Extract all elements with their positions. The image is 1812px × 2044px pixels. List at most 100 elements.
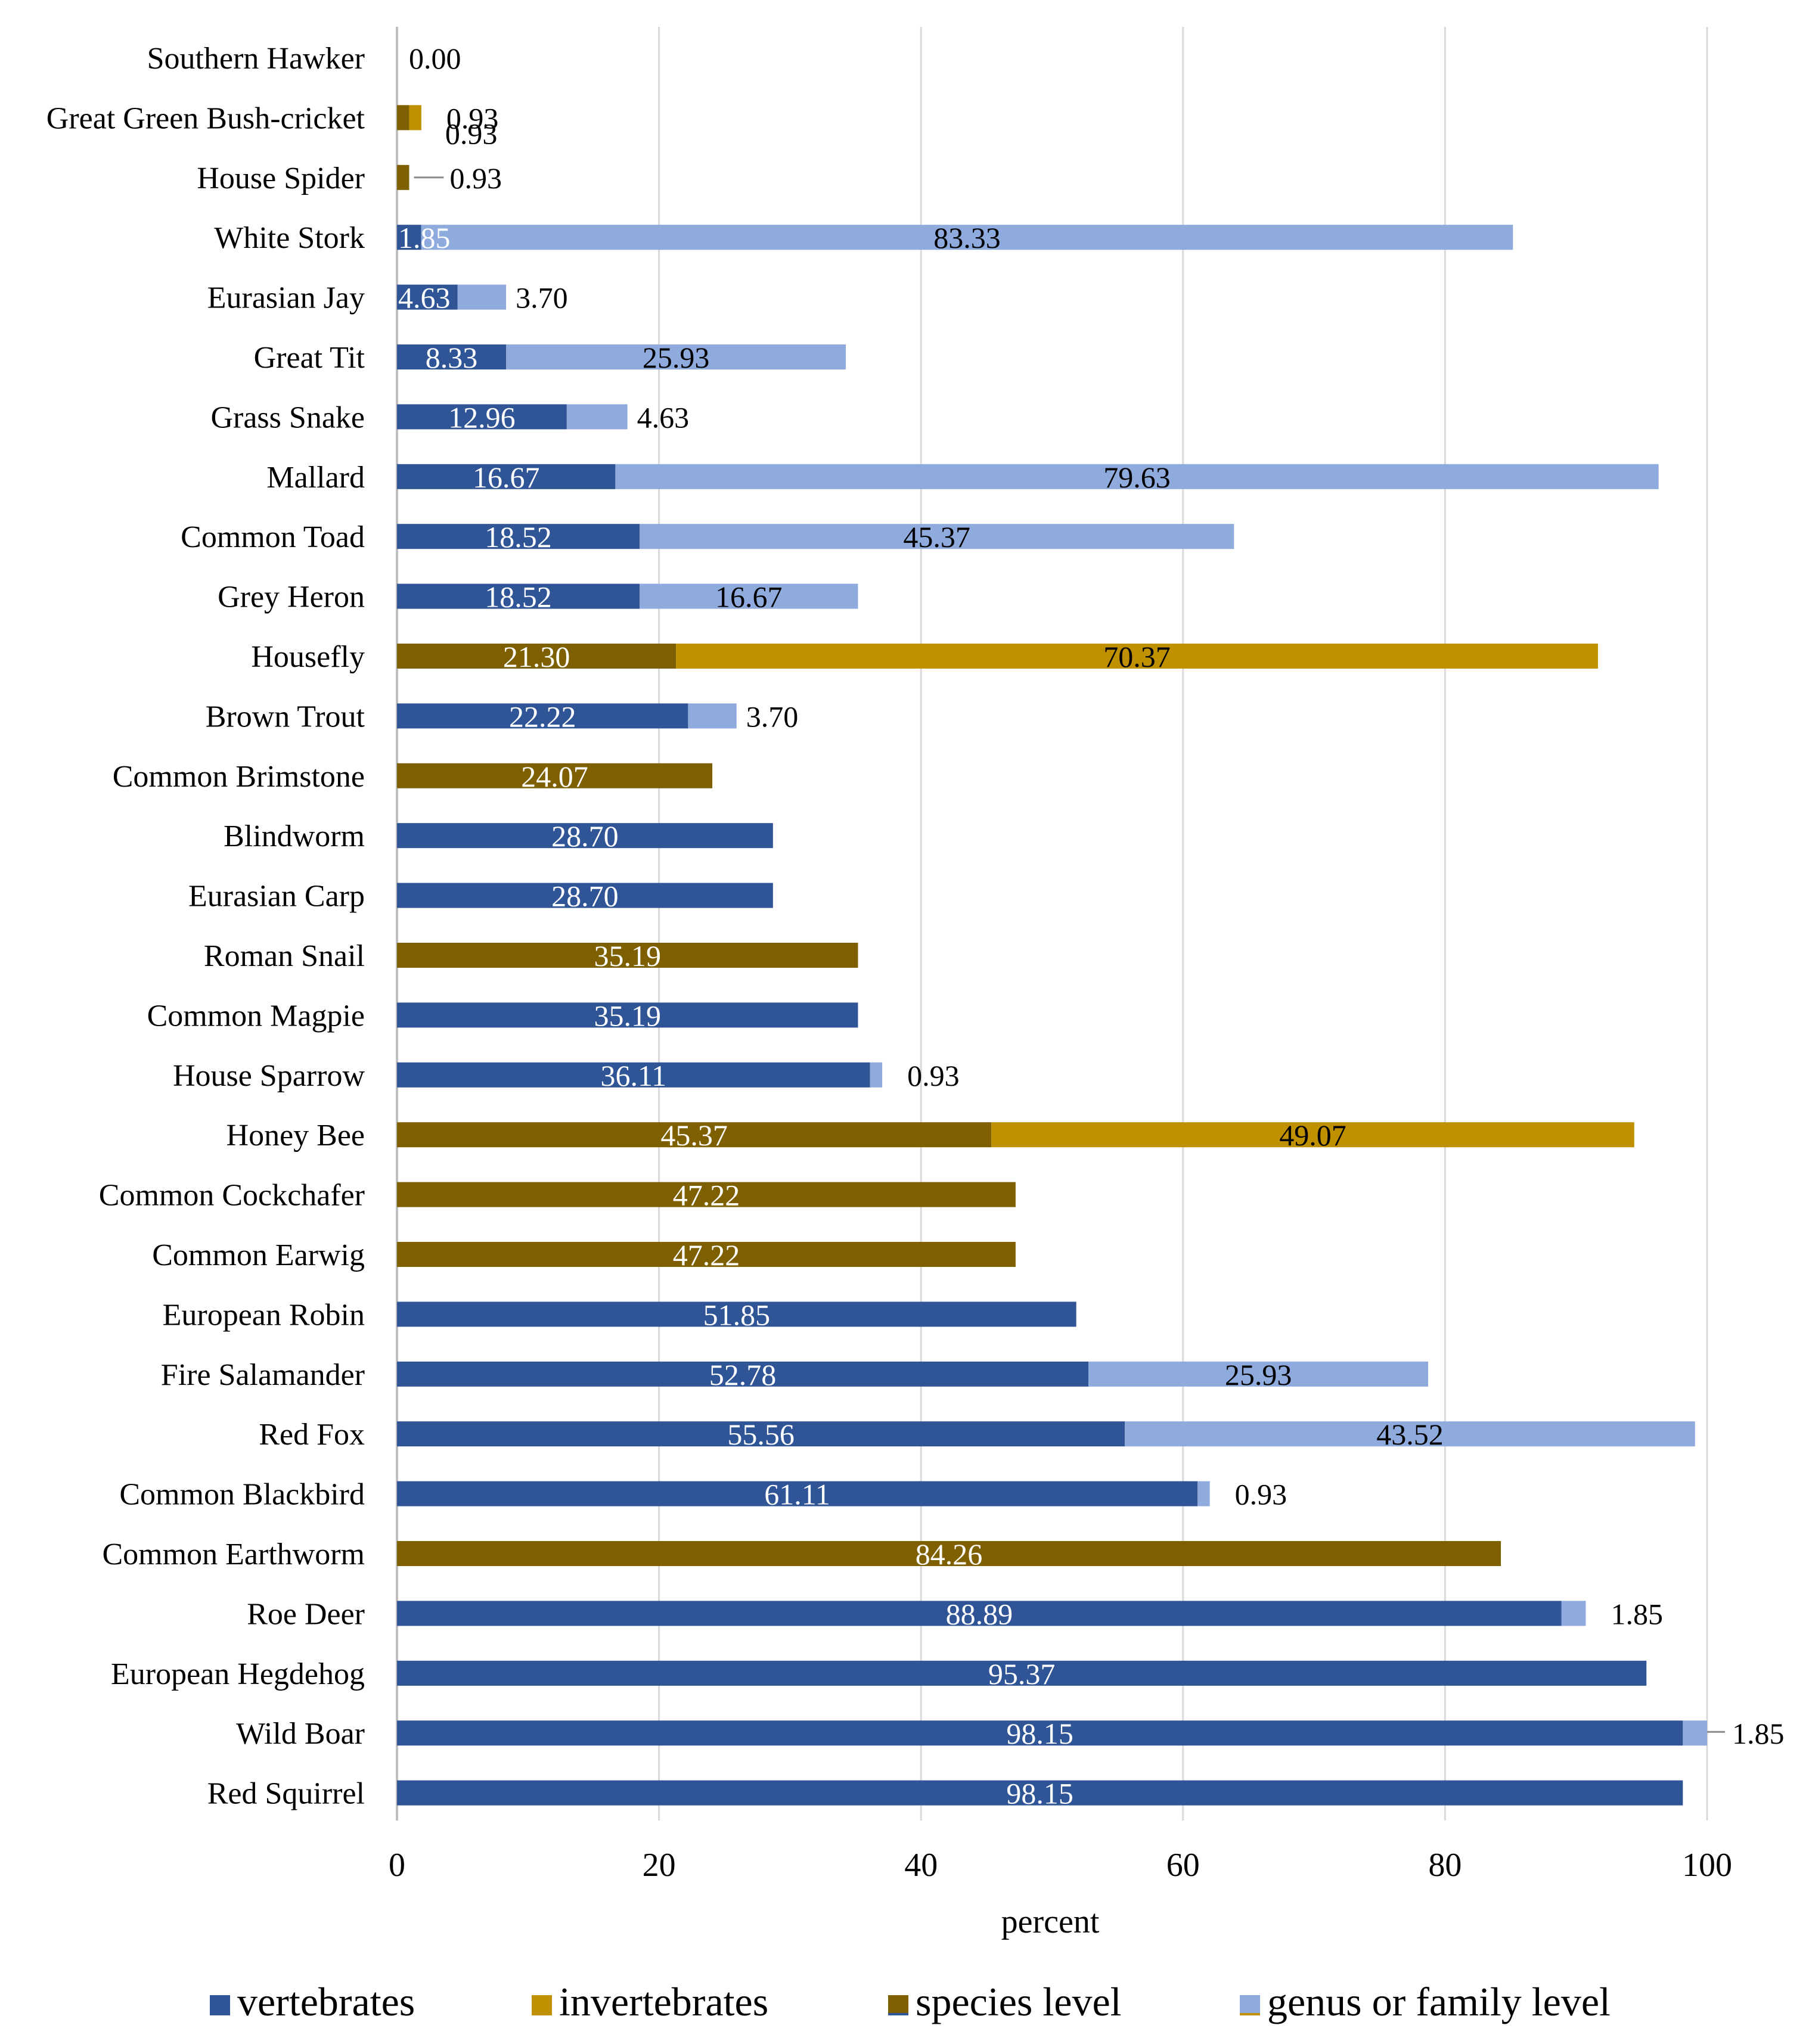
bar-species-level <box>397 1720 1683 1746</box>
legend-label-invertebrates: invertebrates <box>559 1979 768 2024</box>
data-label-species: 35.19 <box>594 939 661 973</box>
data-label-species: 0.93 <box>445 117 498 150</box>
bar-genus-family-level <box>457 284 507 310</box>
bar-genus-family-level <box>409 105 421 131</box>
bars <box>397 105 1707 1806</box>
data-label-genus: 0.93 <box>907 1059 960 1092</box>
data-label-species: 52.78 <box>709 1358 777 1391</box>
bar-species-level <box>397 943 858 968</box>
bar-genus-family-level <box>870 1062 883 1088</box>
bar-genus-family-level <box>640 583 858 609</box>
data-label-genus: 16.67 <box>715 580 783 614</box>
data-labels: 0.000.930.930.931.85 83.334.63 3.708.33 25.… <box>398 42 1785 1810</box>
bar-genus-family-level <box>566 404 628 430</box>
data-label-genus: 1.85 <box>1732 1717 1785 1750</box>
category-label: Roe Deer <box>247 1597 365 1631</box>
data-label-species: 28.70 <box>551 880 619 913</box>
data-label-species: 98.15 <box>1006 1717 1073 1750</box>
category-label: Mallard <box>266 461 365 495</box>
data-label-genus: 4.63 <box>637 400 690 434</box>
bar-species-level <box>397 1361 1089 1387</box>
x-axis-ticks: 0 20 40 60 80 100 <box>389 1847 1732 1884</box>
data-label-species: 36.11 <box>601 1059 667 1092</box>
bar-species-level <box>397 464 616 489</box>
legend-swatch-vertebrates <box>210 1995 230 2015</box>
category-label: Common Earwig <box>152 1238 365 1272</box>
bar-genus-family-level <box>1197 1481 1210 1506</box>
x-tick-label: 20 <box>643 1847 676 1884</box>
data-label-species: 4.63 <box>398 281 451 315</box>
data-label-species: 1.85 <box>398 221 451 254</box>
bar-species-level <box>397 1002 858 1028</box>
bar-genus-family-level <box>1683 1720 1707 1746</box>
category-label: Honey Bee <box>226 1119 365 1153</box>
data-label-genus: 3.70 <box>746 700 799 733</box>
data-label-genus: 0.93 <box>1235 1478 1287 1511</box>
data-label-species: 95.37 <box>988 1657 1056 1691</box>
category-label: Great Tit <box>254 341 365 375</box>
bar-species-level <box>397 644 677 669</box>
bar-species-level <box>397 583 640 609</box>
bar-species-level <box>397 1421 1125 1447</box>
bar-species-level <box>397 763 713 788</box>
x-tick-label: 80 <box>1428 1847 1462 1884</box>
category-label: Red Fox <box>259 1418 365 1452</box>
data-label-species: 16.67 <box>473 461 540 494</box>
bar-genus-family-level <box>421 225 1513 250</box>
bar-genus-family-level <box>640 524 1234 549</box>
category-label: Housefly <box>251 640 365 674</box>
legend-swatch-accent-genus <box>1240 2013 1260 2015</box>
category-label: Common Toad <box>181 520 365 554</box>
data-label-species: 88.89 <box>946 1597 1013 1630</box>
category-label: Common Cockchafer <box>99 1179 365 1213</box>
category-label: Brown Trout <box>206 700 365 734</box>
data-label-species: 98.15 <box>1006 1777 1073 1810</box>
data-label-genus: 3.70 <box>516 281 568 315</box>
category-label: Common Brimstone <box>113 760 365 794</box>
legend-label-genus: genus or family level <box>1267 1979 1611 2024</box>
data-label-species: 45.37 <box>660 1119 728 1152</box>
data-label-species: 61.11 <box>764 1478 830 1511</box>
legend: vertebrates invertebrates species level gen… <box>210 1979 1611 2024</box>
bar-genus-family-level <box>1088 1361 1429 1387</box>
bar-species-level <box>397 883 773 908</box>
category-label: European Robin <box>163 1298 365 1332</box>
data-label-species: 28.70 <box>551 819 619 853</box>
bar-genus-family-level <box>506 344 846 369</box>
bar-species-level <box>397 1601 1562 1626</box>
legend-swatch-species <box>888 1995 908 2013</box>
category-labels: Southern Hawker Great Green Bush-cricket H… <box>46 42 365 1811</box>
bar-species-level <box>397 1122 992 1148</box>
x-tick-label: 0 <box>389 1847 405 1884</box>
category-label: Grey Heron <box>218 580 365 614</box>
bar-species-level <box>397 823 773 849</box>
bar-species-level <box>397 1242 1016 1267</box>
data-label-species: 22.22 <box>509 700 576 733</box>
bar-species-level <box>397 344 507 369</box>
category-label: House Sparrow <box>173 1059 365 1093</box>
category-label: Eurasian Carp <box>188 880 365 914</box>
category-label: Southern Hawker <box>147 42 365 76</box>
category-label: White Stork <box>214 221 365 255</box>
data-label-species: 47.22 <box>673 1238 740 1272</box>
bar-species-level <box>397 284 458 310</box>
x-tick-label: 40 <box>904 1847 938 1884</box>
data-label-genus: 25.93 <box>643 341 710 374</box>
data-label-species: 12.96 <box>448 400 516 434</box>
bar-genus-family-level <box>676 644 1598 669</box>
data-label-species: 35.19 <box>594 999 661 1032</box>
data-label-genus: 83.33 <box>933 221 1001 254</box>
category-label: Eurasian Jay <box>207 281 365 315</box>
x-tick-label: 60 <box>1166 1847 1200 1884</box>
bar-species-level <box>397 1780 1683 1806</box>
data-label-species: 55.56 <box>727 1418 795 1451</box>
bar-species-level <box>397 1182 1016 1207</box>
data-label-genus: 45.37 <box>903 520 970 554</box>
data-label-genus: 43.52 <box>1376 1418 1444 1451</box>
category-label: House Spider <box>197 161 365 195</box>
data-label-genus: 1.85 <box>1611 1597 1663 1630</box>
data-label-species: 47.22 <box>673 1179 740 1212</box>
legend-swatch-invertebrates <box>532 1995 552 2015</box>
bar-genus-family-level <box>991 1122 1634 1148</box>
data-label-species: 8.33 <box>426 341 478 374</box>
